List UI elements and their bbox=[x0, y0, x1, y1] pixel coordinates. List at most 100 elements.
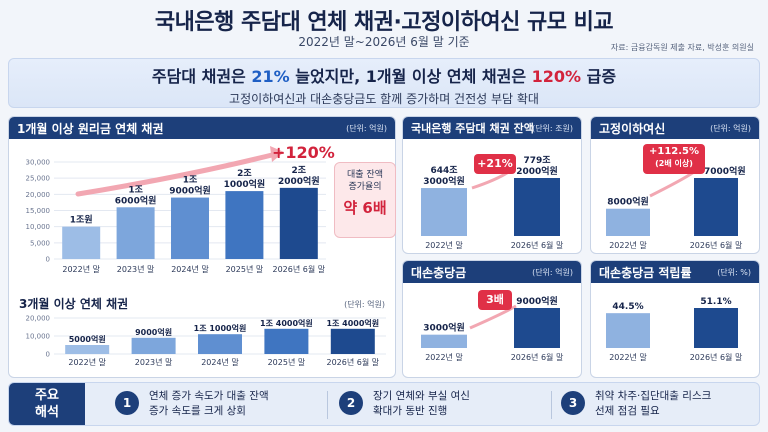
bar-value-label: 1조원 bbox=[70, 214, 93, 226]
chart-loan-loss-reserve: 3000억원 2022년 말 9000억원 2026년 6월 말 bbox=[421, 295, 564, 362]
takeaway-line: 선제 점검 필요 bbox=[595, 405, 660, 417]
bar bbox=[62, 226, 101, 259]
bar bbox=[131, 337, 176, 354]
bar-value-label: 1조 bbox=[128, 184, 143, 195]
x-tick-label: 2023년 말 bbox=[117, 264, 155, 274]
x-tick-label: 2022년 말 bbox=[425, 240, 463, 250]
bar bbox=[694, 178, 738, 236]
page-subtitle: 2022년 말~2026년 6월 말 기준 bbox=[298, 35, 470, 49]
bar bbox=[514, 178, 560, 236]
bar-value-label: 1조 1000억원 bbox=[194, 323, 247, 333]
takeaway-line: 장기 연체와 부실 여신 bbox=[373, 390, 470, 402]
y-tick-label: 25,000 bbox=[26, 175, 51, 183]
bar bbox=[606, 313, 650, 348]
x-tick-label: 2026년 6월 말 bbox=[326, 357, 379, 367]
bar-value-label: 1조 bbox=[183, 175, 198, 186]
bar bbox=[279, 187, 318, 259]
panel-unit-ratio: (단위: %) bbox=[717, 268, 751, 277]
bar-value-label: 2000억원 bbox=[516, 165, 558, 177]
panel-title-mortgage: 국내은행 주담대 채권 잔액 bbox=[411, 122, 534, 135]
panel-header-substandard: 고정이하여신 (단위: 억원) bbox=[591, 117, 759, 139]
panel-title-substandard: 고정이하여신 bbox=[599, 122, 666, 136]
banner-subline: 고정이하여신과 대손충당금도 함께 증가하며 건전성 부담 확대 bbox=[229, 92, 539, 106]
x-tick-label: 2022년 말 bbox=[609, 240, 647, 250]
panel-title-reserve: 대손충당금 bbox=[411, 266, 467, 280]
panel-unit-overdue-3m: (단위: 억원) bbox=[344, 300, 385, 309]
badge-substandard-value: +112.5% bbox=[648, 146, 700, 157]
panel-unit-overdue-1m: (단위: 억원) bbox=[346, 124, 387, 133]
panel-title-overdue-1m: 1개월 이상 원리금 연체 채권 bbox=[17, 122, 164, 136]
growth-arrow-head bbox=[270, 146, 284, 162]
y-tick-label: 20,000 bbox=[26, 315, 51, 323]
growth-annotation: +120% bbox=[272, 143, 335, 162]
bar bbox=[225, 191, 264, 259]
panel-header-reserve: 대손충당금 (단위: 억원) bbox=[403, 261, 581, 283]
takeaway-text: 장기 연체와 부실 여신 확대가 동반 진행 bbox=[373, 389, 543, 419]
x-tick-label: 2026년 6월 말 bbox=[511, 240, 564, 250]
y-tick-label: 15,000 bbox=[26, 207, 51, 215]
takeaway-number: 3 bbox=[561, 391, 585, 415]
takeaway-divider bbox=[327, 391, 328, 419]
chart-overdue-1m: 0 5,000 10,000 15,000 20,000 25,000 30,000 1조원 2… bbox=[26, 146, 326, 274]
x-tick-label: 2023년 말 bbox=[135, 357, 173, 367]
takeaway-divider bbox=[551, 391, 552, 419]
x-tick-label: 2024년 말 bbox=[171, 264, 209, 274]
x-tick-label: 2022년 말 bbox=[62, 264, 100, 274]
bar-value-label: 644조 bbox=[430, 165, 458, 176]
bar-value-label: 8000억원 bbox=[607, 196, 649, 208]
panel-title-ratio: 대손충당금 적립률 bbox=[599, 266, 692, 280]
x-tick-label: 2026년 6월 말 bbox=[272, 264, 325, 274]
badge-reserve-growth: 3배 bbox=[478, 290, 512, 310]
x-tick-label: 2026년 6월 말 bbox=[690, 240, 743, 250]
bar-value-label: 44.5% bbox=[612, 302, 643, 312]
growth-arrow bbox=[75, 151, 279, 197]
bar bbox=[421, 188, 467, 236]
x-tick-label: 2026년 6월 말 bbox=[511, 352, 564, 362]
callout-line-2: 증가율의 bbox=[348, 182, 382, 192]
takeaways-label-line-2: 해석 bbox=[35, 405, 59, 420]
panel-header-overdue-1m: 1개월 이상 원리금 연체 채권 (단위: 억원) bbox=[9, 117, 395, 139]
takeaway-line: 확대가 동반 진행 bbox=[373, 405, 448, 417]
takeaway-line: 취약 차주·집단대출 리스크 bbox=[595, 390, 712, 402]
bar-value-label: 1조 4000억원 bbox=[260, 318, 313, 328]
takeaway-line: 증가 속도를 크게 상회 bbox=[149, 405, 246, 417]
takeaway-number: 2 bbox=[339, 391, 363, 415]
source-note: 자료: 금융감독원 제출 자료, 박성훈 의원실 bbox=[610, 43, 754, 52]
panel-header-mortgage: 국내은행 주담대 채권 잔액 (단위: 조원) bbox=[403, 117, 581, 139]
banner-blue-value: 21% bbox=[251, 67, 290, 86]
banner-text-pre: 주담대 채권은 bbox=[151, 67, 252, 86]
bar-value-label: 9000억원 bbox=[169, 185, 211, 197]
banner-red-value: 120% bbox=[531, 67, 582, 86]
banner-text-post: 급증 bbox=[581, 67, 617, 86]
bar-value-label: 9000억원 bbox=[135, 327, 172, 337]
bar bbox=[694, 308, 738, 348]
panel-header-ratio: 대손충당금 적립률 (단위: %) bbox=[591, 261, 759, 283]
bar-value-label: 5000억원 bbox=[69, 334, 106, 344]
y-tick-label: 0 bbox=[46, 351, 50, 359]
panel-unit-substandard: (단위: 억원) bbox=[710, 124, 751, 133]
x-tick-label: 2025년 말 bbox=[268, 357, 306, 367]
bar-value-label: 1000억원 bbox=[224, 178, 266, 190]
x-tick-label: 2022년 말 bbox=[68, 357, 106, 367]
panel-unit-reserve: (단위: 억원) bbox=[532, 268, 573, 277]
x-tick-label: 2024년 말 bbox=[201, 357, 239, 367]
bar-value-label: 2조 bbox=[292, 165, 307, 176]
takeaway-number: 1 bbox=[115, 391, 139, 415]
callout-line-3: 약 6배 bbox=[343, 199, 387, 217]
bar-value-label: 1조 4000억원 bbox=[326, 318, 379, 328]
bar bbox=[264, 328, 309, 354]
takeaway-text: 연체 증가 속도가 대출 잔액 증가 속도를 크게 상회 bbox=[149, 389, 319, 419]
bar-value-label: 3000억원 bbox=[423, 175, 465, 187]
bar-value-label: 779조 bbox=[523, 155, 551, 166]
callout-line-1: 대출 잔액 bbox=[347, 170, 383, 180]
bar bbox=[65, 345, 110, 354]
panel-unit-mortgage: (단위: 조원) bbox=[532, 124, 573, 133]
y-tick-label: 10,000 bbox=[26, 333, 51, 341]
bar-value-label: 6000억원 bbox=[115, 194, 157, 206]
bar bbox=[421, 334, 467, 348]
takeaway-text: 취약 차주·집단대출 리스크 선제 점검 필요 bbox=[595, 389, 765, 419]
bar bbox=[330, 328, 375, 354]
panel-title-overdue-3m: 3개월 이상 연체 채권 bbox=[19, 297, 129, 311]
